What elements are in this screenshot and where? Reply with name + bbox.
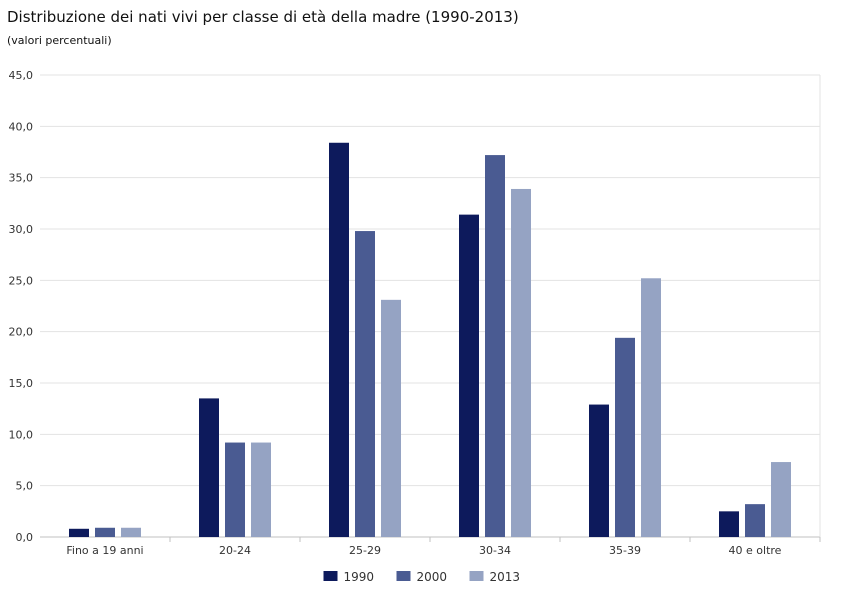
y-tick-label: 10,0	[9, 428, 34, 441]
bar-2013-0	[121, 527, 141, 537]
legend-swatch-2000	[396, 571, 411, 581]
bar-1990-4	[589, 404, 609, 537]
bar-1990-3	[459, 214, 479, 538]
bar-1990-5	[719, 511, 739, 537]
bar-2000-2	[355, 231, 375, 537]
bar-2013-5	[771, 462, 791, 537]
x-tick-label: 40 e oltre	[729, 544, 782, 557]
y-tick-label: 20,0	[9, 326, 34, 339]
legend-swatch-2013	[469, 571, 484, 581]
y-tick-label: 30,0	[9, 223, 34, 236]
x-tick-label: 20-24	[219, 544, 251, 557]
y-tick-label: 40,0	[9, 120, 34, 133]
y-tick-label: 5,0	[16, 480, 34, 493]
bar-2000-1	[225, 442, 245, 537]
bar-2013-1	[251, 442, 271, 537]
x-tick-label: 25-29	[349, 544, 381, 557]
chart-title: Distribuzione dei nati vivi per classe d…	[7, 8, 519, 26]
y-tick-label: 35,0	[9, 172, 34, 185]
y-tick-label: 15,0	[9, 377, 34, 390]
bar-1990-2	[329, 142, 349, 537]
bar-2013-2	[381, 299, 401, 537]
bar-2000-5	[745, 504, 765, 537]
bar-2000-4	[615, 337, 635, 537]
chart-subtitle: (valori percentuali)	[7, 34, 112, 47]
y-tick-label: 0,0	[16, 531, 34, 544]
bar-2000-3	[485, 155, 505, 537]
y-tick-label: 25,0	[9, 274, 34, 287]
x-tick-label: 30-34	[479, 544, 511, 557]
bar-1990-0	[69, 528, 89, 537]
bar-2013-3	[511, 188, 531, 537]
bar-2013-4	[641, 278, 661, 537]
legend-label-2000: 2000	[417, 570, 448, 584]
x-tick-label: 35-39	[609, 544, 641, 557]
legend-label-2013: 2013	[490, 570, 521, 584]
bar-1990-1	[199, 398, 219, 537]
y-tick-label: 45,0	[9, 69, 34, 82]
bar-2000-0	[95, 527, 115, 537]
legend-label-1990: 1990	[344, 570, 375, 584]
x-tick-label: Fino a 19 anni	[66, 544, 143, 557]
legend-swatch-1990	[323, 571, 338, 581]
